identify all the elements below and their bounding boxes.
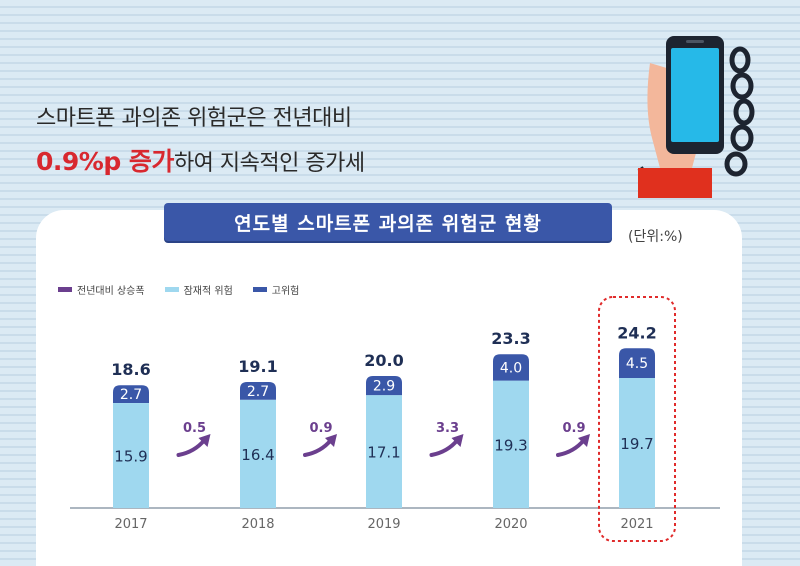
chain-icon	[724, 46, 755, 177]
data-label-potential-2021: 19.7	[620, 435, 653, 453]
phone-chain-illustration	[637, 36, 755, 198]
headline-rest: 하여 지속적인 증가세	[173, 151, 365, 176]
bar-high-2017	[113, 385, 149, 404]
headline-line-2: 0.9%p 증가하여 지속적인 증가세	[36, 142, 365, 178]
legend: 전년대비 상승폭 잠재적 위험 고위험	[58, 282, 299, 297]
data-label-potential-2018: 16.4	[241, 446, 274, 464]
bar-potential-2019	[366, 395, 402, 508]
data-label-total-2017: 18.6	[111, 360, 150, 379]
bar-potential-2018	[240, 399, 276, 508]
legend-item-increase: 전년대비 상승폭	[58, 282, 145, 297]
increase-arrow-3	[556, 438, 586, 457]
legend-item-potential: 잠재적 위험	[164, 282, 233, 297]
increase-label-1: 0.9	[309, 421, 332, 436]
data-label-high-2021: 4.5	[626, 356, 648, 372]
chart-title: 연도별 스마트폰 과의존 위험군 현황	[164, 203, 612, 241]
data-label-total-2021: 24.2	[617, 323, 656, 342]
highlight-box-2021	[598, 296, 676, 542]
increase-arrowhead-3	[578, 434, 590, 447]
legend-swatch-increase	[58, 287, 72, 292]
legend-swatch-high	[252, 287, 267, 292]
legend-item-high: 고위험	[252, 282, 300, 297]
headline-highlight: 0.9%p 증가	[36, 147, 174, 176]
headline-line-1: 스마트폰 과의존 위험군은 전년대비	[36, 106, 352, 131]
bar-high-2021	[619, 348, 655, 378]
data-label-high-2019: 2.9	[373, 379, 395, 395]
legend-label-high: 고위험	[271, 286, 300, 297]
bar-potential-2021	[619, 377, 655, 508]
bar-potential-2017	[113, 403, 149, 508]
data-label-high-2018: 2.7	[247, 384, 269, 400]
data-label-potential-2020: 19.3	[494, 436, 527, 454]
bar-high-2018	[240, 381, 276, 400]
data-label-high-2020: 4.0	[500, 360, 522, 376]
increase-label-3: 0.9	[562, 421, 585, 436]
data-label-high-2017: 2.7	[120, 387, 142, 403]
increase-arrow-0	[176, 438, 207, 457]
increase-arrow-1	[303, 438, 333, 457]
increase-label-0: 0.5	[183, 421, 206, 436]
increase-arrowhead-1	[325, 434, 337, 447]
sleeve-icon	[638, 168, 712, 198]
data-label-total-2019: 20.0	[364, 351, 403, 370]
data-label-total-2020: 23.3	[491, 329, 530, 348]
unit-label: (단위:%)	[628, 229, 683, 245]
legend-label-potential: 잠재적 위험	[183, 286, 233, 297]
data-label-potential-2019: 17.1	[367, 444, 400, 462]
increase-arrowhead-2	[451, 434, 464, 447]
legend-swatch-potential	[164, 287, 179, 292]
increase-label-2: 3.3	[436, 421, 459, 436]
x-tick-label-2018: 2018	[241, 517, 274, 532]
bar-high-2019	[366, 376, 402, 396]
data-label-potential-2017: 15.9	[114, 448, 147, 466]
phone-screen-icon	[671, 48, 719, 142]
x-tick-label-2019: 2019	[367, 517, 400, 532]
bar-high-2020	[493, 354, 529, 381]
x-tick-label-2020: 2020	[494, 517, 527, 532]
x-tick-label-2017: 2017	[114, 517, 147, 532]
bar-potential-2020	[493, 380, 529, 508]
increase-arrow-2	[429, 438, 460, 457]
x-tick-label-2021: 2021	[620, 517, 653, 532]
data-label-total-2018: 19.1	[238, 357, 277, 376]
legend-label-increase: 전년대비 상승폭	[77, 286, 145, 297]
increase-arrowhead-0	[198, 434, 211, 447]
